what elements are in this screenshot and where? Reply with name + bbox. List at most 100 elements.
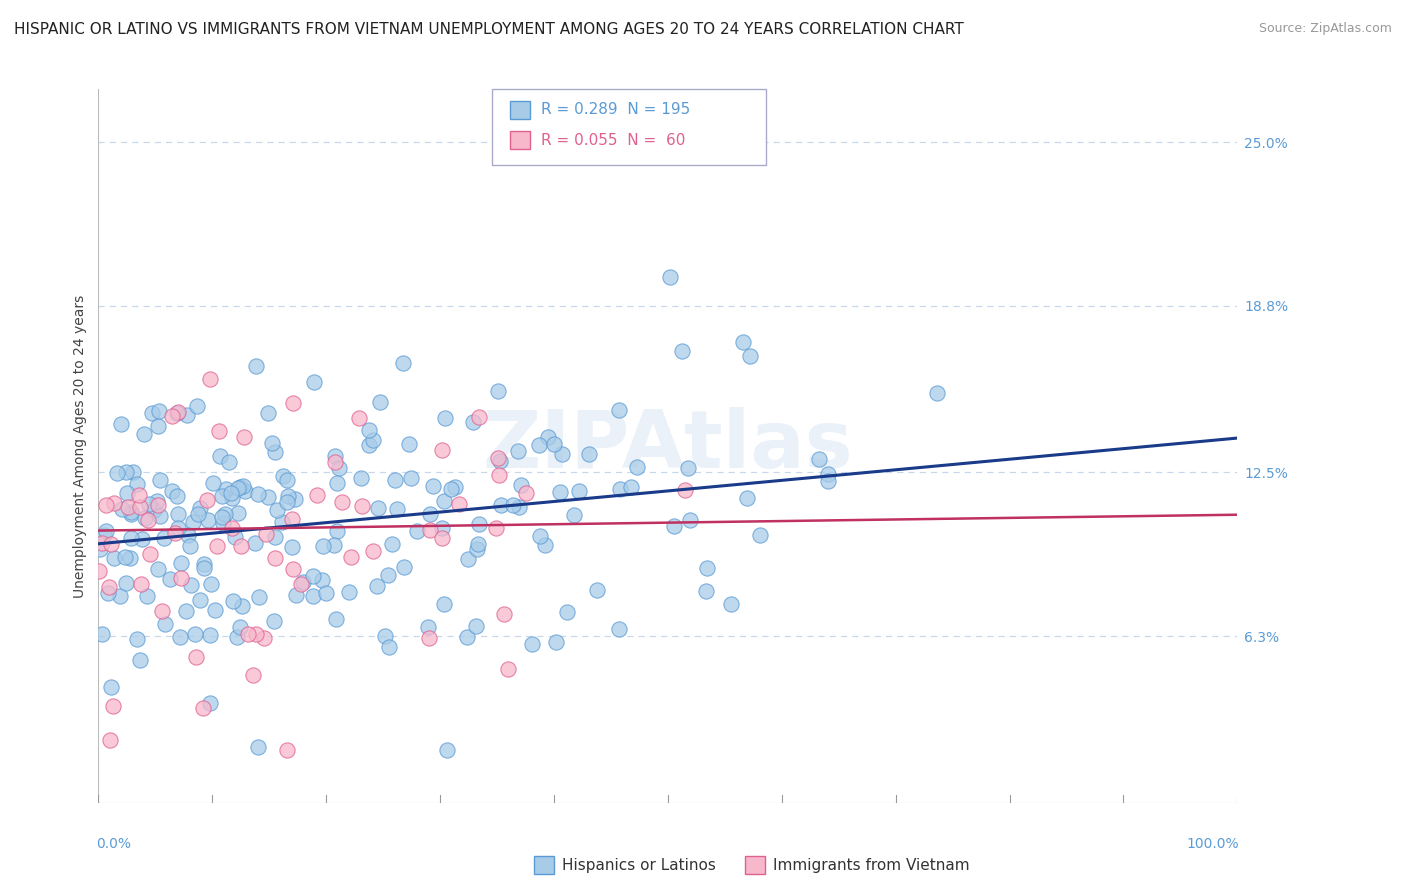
Point bbox=[492, 607, 515, 622]
Point bbox=[100, 680, 122, 694]
Point bbox=[245, 359, 267, 373]
Point bbox=[103, 698, 125, 713]
Point bbox=[197, 513, 219, 527]
Point bbox=[551, 447, 574, 461]
Point bbox=[283, 562, 305, 576]
Point bbox=[153, 616, 176, 631]
Point bbox=[247, 739, 270, 754]
Point bbox=[339, 549, 361, 564]
Point bbox=[361, 433, 384, 447]
Point bbox=[292, 575, 315, 590]
Point bbox=[117, 486, 139, 500]
Point bbox=[169, 630, 191, 644]
Text: 0.0%: 0.0% bbox=[96, 838, 131, 851]
Point bbox=[720, 598, 742, 612]
Point bbox=[231, 599, 253, 613]
Point bbox=[740, 349, 762, 363]
Point bbox=[98, 733, 121, 747]
Point bbox=[465, 541, 488, 556]
Point bbox=[193, 558, 215, 572]
Point bbox=[311, 573, 333, 587]
Point bbox=[260, 435, 283, 450]
Point bbox=[662, 519, 685, 533]
Point bbox=[436, 743, 458, 757]
Point bbox=[148, 562, 170, 576]
Point bbox=[166, 406, 188, 420]
Point bbox=[456, 630, 478, 644]
Point bbox=[184, 626, 207, 640]
Point bbox=[285, 588, 308, 602]
Point bbox=[115, 465, 138, 479]
Point bbox=[191, 701, 214, 715]
Point bbox=[246, 487, 269, 501]
Point bbox=[177, 528, 200, 542]
Point bbox=[146, 494, 169, 508]
Point bbox=[695, 584, 717, 599]
Point bbox=[266, 503, 288, 517]
Point bbox=[221, 491, 243, 506]
Point bbox=[89, 542, 111, 557]
Point bbox=[152, 531, 174, 545]
Point bbox=[430, 442, 453, 457]
Point bbox=[149, 509, 172, 524]
Point bbox=[152, 604, 174, 618]
Point bbox=[449, 497, 471, 511]
Point bbox=[148, 498, 170, 512]
Point bbox=[543, 437, 565, 451]
Text: 100.0%: 100.0% bbox=[1187, 838, 1240, 851]
Point bbox=[808, 451, 831, 466]
Point bbox=[141, 406, 163, 420]
Point bbox=[468, 410, 491, 425]
Point bbox=[326, 524, 349, 538]
Point bbox=[271, 515, 294, 529]
Point bbox=[186, 400, 208, 414]
Point bbox=[671, 344, 693, 359]
Point bbox=[98, 580, 121, 594]
Point bbox=[242, 667, 264, 681]
Point bbox=[184, 649, 207, 664]
Point bbox=[96, 499, 118, 513]
Point bbox=[103, 551, 125, 566]
Point bbox=[90, 627, 112, 641]
Point bbox=[515, 485, 537, 500]
Point bbox=[180, 577, 202, 591]
Point bbox=[359, 438, 381, 452]
Point bbox=[128, 500, 150, 514]
Point bbox=[352, 499, 374, 513]
Point bbox=[578, 446, 600, 460]
Point bbox=[245, 627, 267, 641]
Point bbox=[529, 438, 551, 452]
Point bbox=[209, 449, 232, 463]
Point bbox=[361, 544, 384, 558]
Point bbox=[696, 560, 718, 574]
Point bbox=[817, 467, 839, 482]
Point bbox=[159, 572, 181, 586]
Point bbox=[139, 547, 162, 561]
Point bbox=[198, 372, 221, 386]
Point bbox=[163, 526, 186, 541]
Point bbox=[281, 540, 304, 554]
Point bbox=[214, 507, 236, 521]
Point bbox=[181, 515, 204, 529]
Point bbox=[236, 626, 259, 640]
Point bbox=[120, 505, 142, 519]
Point bbox=[97, 585, 120, 599]
Point bbox=[146, 418, 169, 433]
Point bbox=[129, 577, 152, 591]
Point bbox=[328, 461, 350, 475]
Point bbox=[148, 403, 170, 417]
Point bbox=[418, 620, 440, 634]
Point bbox=[264, 530, 287, 544]
Point bbox=[489, 499, 512, 513]
Point bbox=[219, 486, 242, 500]
Point bbox=[368, 395, 391, 409]
Point bbox=[405, 524, 427, 538]
Point bbox=[537, 430, 560, 444]
Point bbox=[422, 479, 444, 493]
Point bbox=[330, 495, 353, 509]
Point bbox=[673, 483, 696, 497]
Point bbox=[679, 513, 702, 527]
Point bbox=[676, 461, 699, 475]
Point bbox=[91, 536, 114, 550]
Point bbox=[377, 567, 399, 582]
